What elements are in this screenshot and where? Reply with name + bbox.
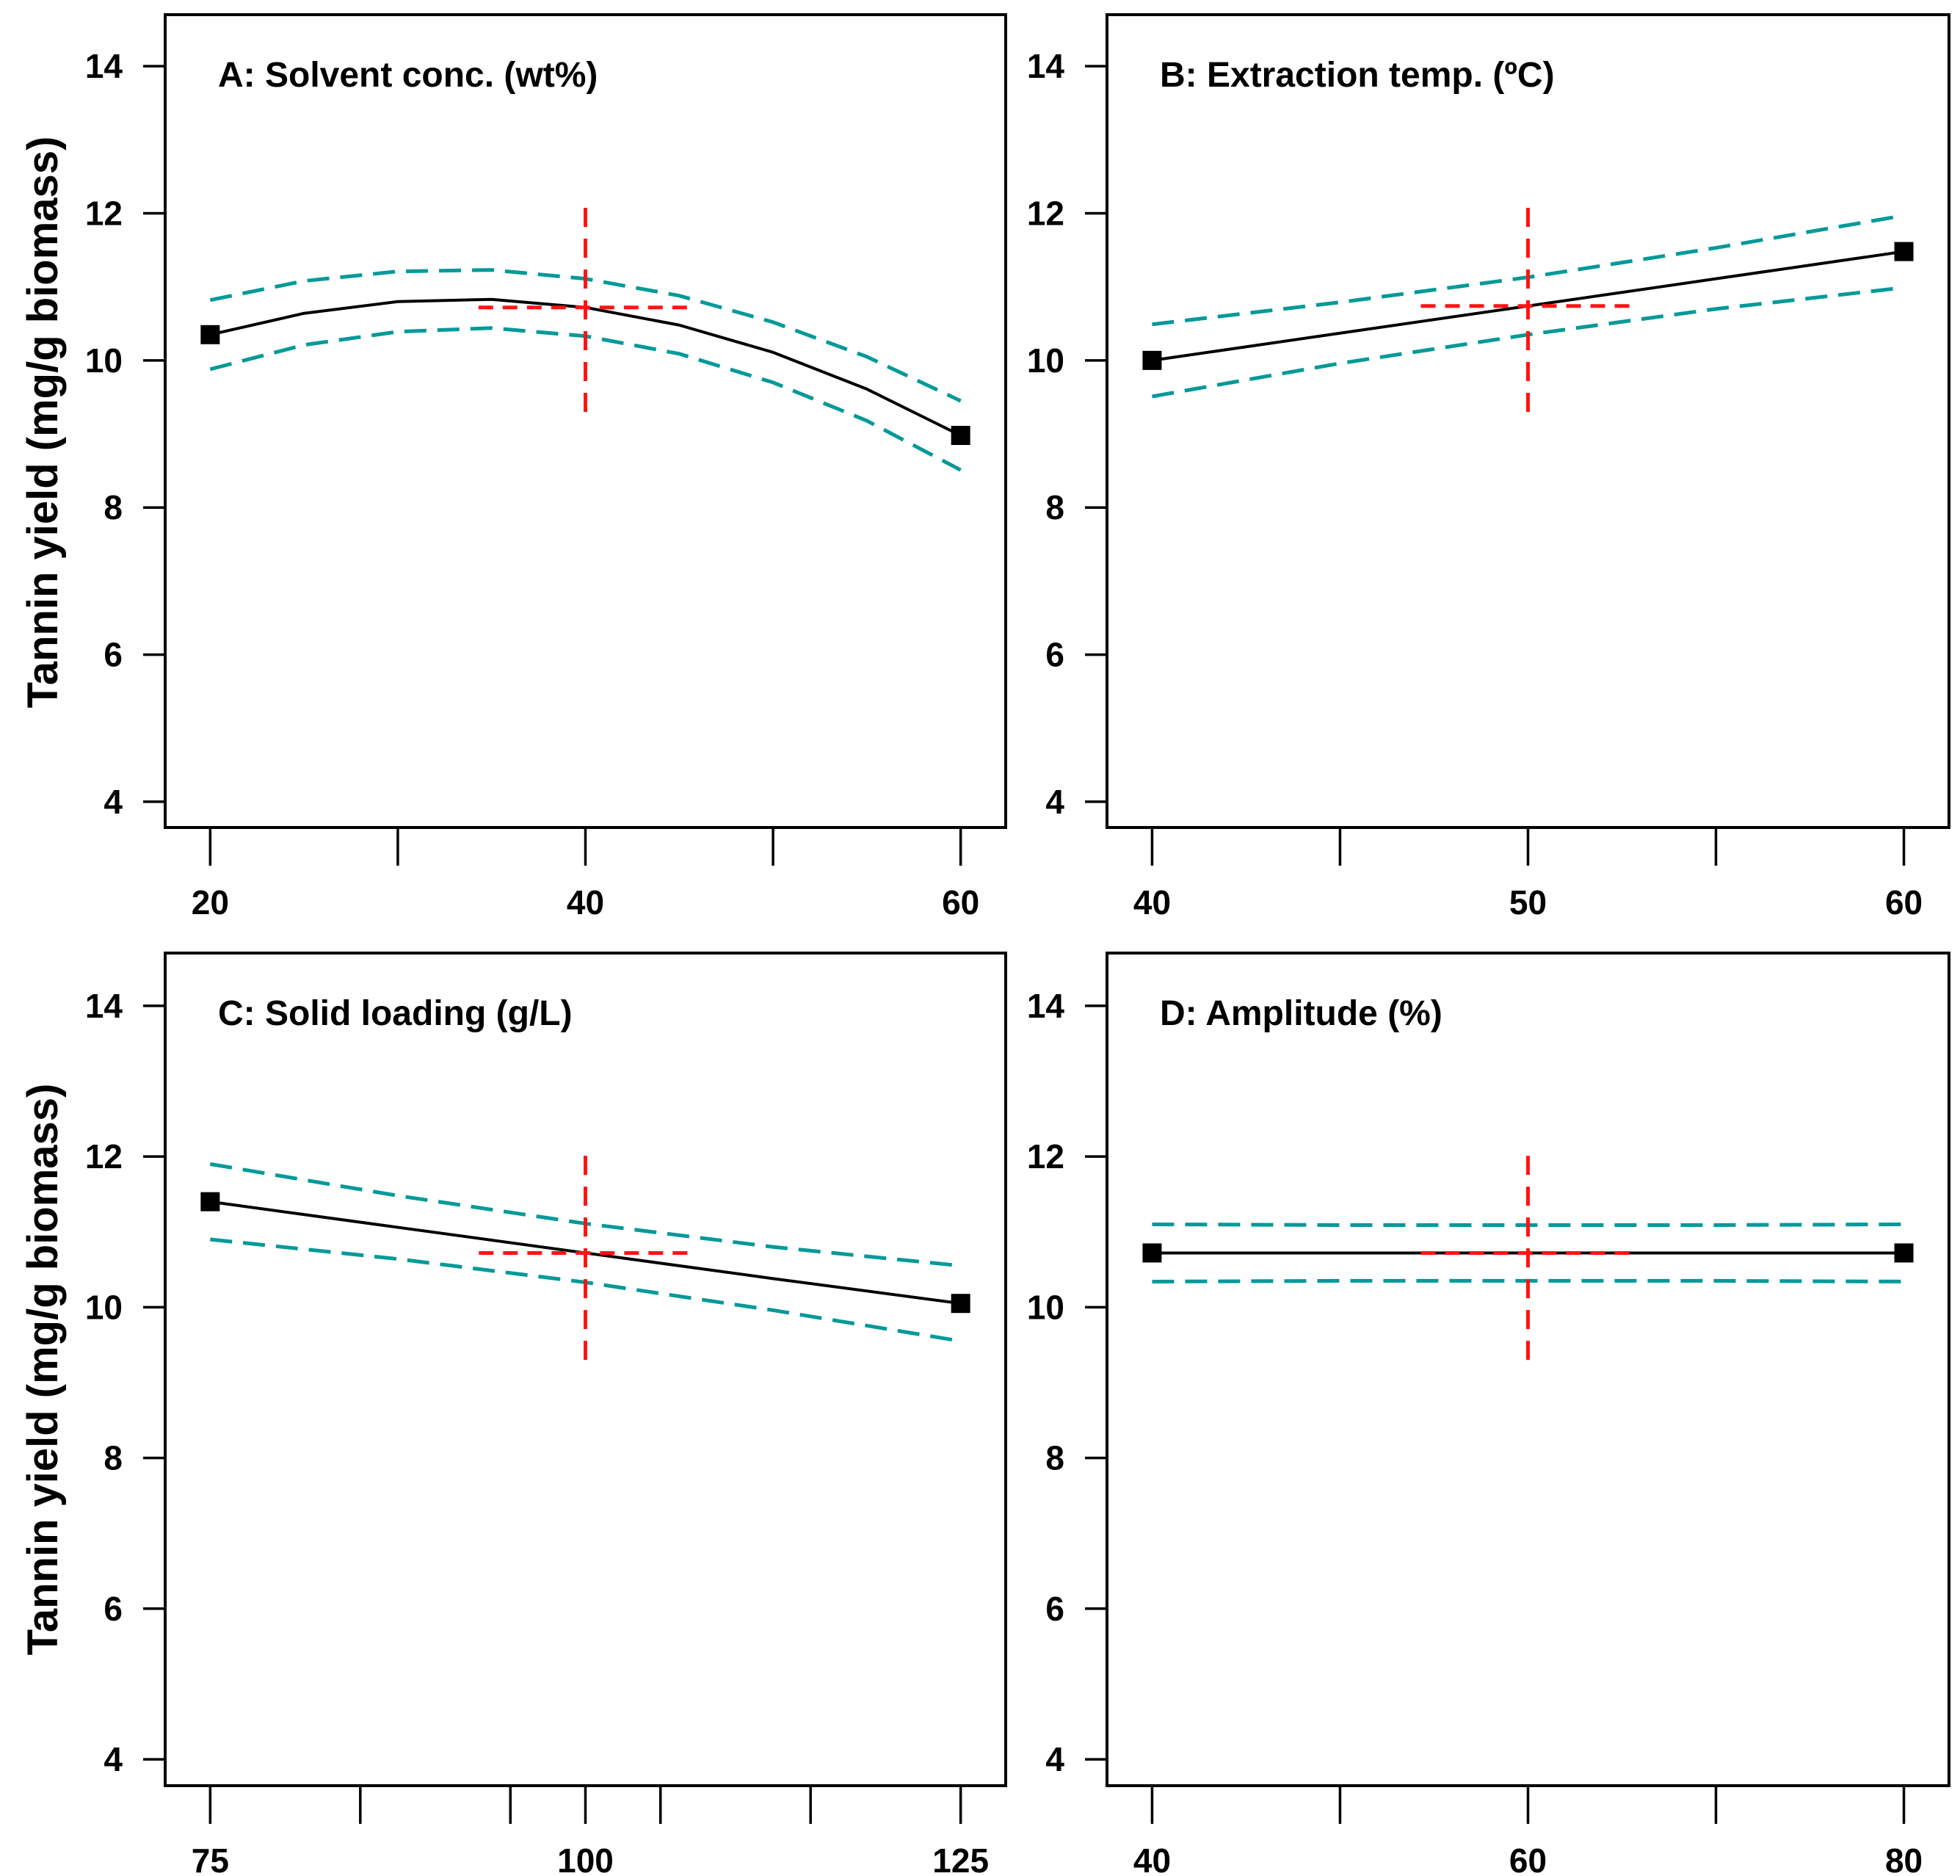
panel-c-title: C: Solid loading (g/L) xyxy=(218,994,573,1033)
panel-c-y-tick-label: 6 xyxy=(104,1590,123,1628)
panel-d-y-tick-label: 8 xyxy=(1045,1439,1064,1477)
panel-d-x-tick-label: 80 xyxy=(1885,1841,1923,1876)
panel-a-y-tick-label: 14 xyxy=(85,47,123,85)
panel-b-y-tick-label: 4 xyxy=(1045,783,1064,821)
panel-b-x-tick-label: 40 xyxy=(1133,883,1171,921)
panel-d-endpoint-marker xyxy=(1894,1243,1914,1263)
panel-d-border xyxy=(1106,952,1950,1787)
panel-a-x-tick-label: 20 xyxy=(192,883,229,921)
panel-a-endpoint-marker xyxy=(200,325,220,344)
panel-c-x-tick-label: 75 xyxy=(192,1841,229,1876)
panel-b-x-tick-label: 50 xyxy=(1509,883,1547,921)
panel-c-y-tick-label: 8 xyxy=(104,1439,123,1477)
panel-a-y-tick-label: 8 xyxy=(104,488,123,526)
panel-c-endpoint-marker xyxy=(200,1192,220,1212)
panel-d-x-tick-label: 60 xyxy=(1509,1841,1547,1876)
panel-d-y-tick-label: 12 xyxy=(1027,1137,1064,1176)
panel-d-endpoint-marker xyxy=(1142,1243,1162,1263)
panel-a-title: A: Solvent conc. (wt%) xyxy=(218,56,598,95)
panel-c-endpoint-marker xyxy=(951,1294,970,1314)
panel-d-title: D: Amplitude (%) xyxy=(1160,994,1442,1033)
panel-a-border xyxy=(164,13,1007,829)
panel-d-y-tick-label: 4 xyxy=(1045,1740,1064,1778)
panel-c-y-tick-label: 14 xyxy=(85,987,123,1025)
panel-b-endpoint-marker xyxy=(1142,350,1162,370)
panel-a-x-tick-label: 60 xyxy=(942,883,979,921)
panel-d-x-tick-label: 40 xyxy=(1133,1841,1171,1876)
panel-b-y-tick-label: 8 xyxy=(1045,488,1064,526)
panel-b-x-tick-label: 60 xyxy=(1885,883,1923,921)
panel-b-y-tick-label: 6 xyxy=(1045,636,1064,674)
panel-a-y-tick-label: 12 xyxy=(85,194,123,232)
panel-a-endpoint-marker xyxy=(951,426,970,446)
panel-a-y-tick-label: 6 xyxy=(104,636,123,674)
panel-a-y-tick-label: 10 xyxy=(85,341,123,380)
panel-c-y-tick-label: 10 xyxy=(85,1288,123,1326)
panel-b-y-tick-label: 14 xyxy=(1027,47,1065,85)
panel-c-border xyxy=(164,952,1007,1787)
panel-c-x-tick-label: 100 xyxy=(557,1841,614,1876)
panel-b-y-tick-label: 12 xyxy=(1027,194,1064,232)
panel-d-y-tick-label: 10 xyxy=(1027,1288,1064,1326)
panel-a-y-tick-label: 4 xyxy=(104,783,123,821)
panel-c-y-tick-label: 12 xyxy=(85,1137,123,1176)
panel-b-endpoint-marker xyxy=(1894,242,1914,261)
panel-b-border xyxy=(1106,13,1950,829)
panel-b-y-tick-label: 10 xyxy=(1027,341,1064,380)
panel-a-x-tick-label: 40 xyxy=(567,883,604,921)
panel-d-y-tick-label: 6 xyxy=(1045,1590,1064,1628)
panel-b-title: B: Extraction temp. (ºC) xyxy=(1160,56,1555,95)
panel-c-x-tick-label: 125 xyxy=(932,1841,989,1876)
panel-d-y-tick-label: 14 xyxy=(1027,987,1065,1025)
panel-c-y-tick-label: 4 xyxy=(104,1740,123,1778)
